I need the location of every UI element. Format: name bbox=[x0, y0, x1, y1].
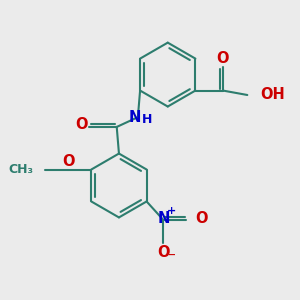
Text: O: O bbox=[75, 117, 88, 132]
Text: N: N bbox=[157, 211, 170, 226]
Text: +: + bbox=[167, 206, 176, 216]
Text: ⁻: ⁻ bbox=[168, 251, 176, 266]
Text: N: N bbox=[128, 110, 140, 125]
Text: CH₃: CH₃ bbox=[8, 163, 33, 176]
Text: O: O bbox=[157, 244, 170, 260]
Text: O: O bbox=[62, 154, 74, 169]
Text: OH: OH bbox=[261, 88, 285, 103]
Text: O: O bbox=[195, 211, 208, 226]
Text: O: O bbox=[217, 51, 229, 66]
Text: H: H bbox=[142, 113, 152, 126]
